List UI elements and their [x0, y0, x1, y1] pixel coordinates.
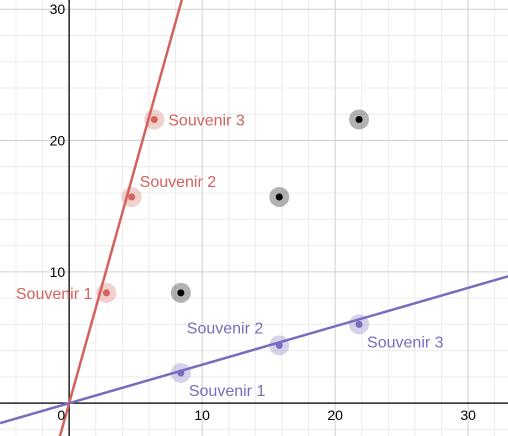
- point-label-red: Souvenir 1: [16, 286, 93, 303]
- line-purple: [0, 275, 508, 425]
- y-tick-label: 20: [50, 133, 66, 149]
- x-tick-label: 30: [460, 407, 476, 423]
- point-red: [102, 289, 110, 297]
- x-tick-label: 0: [57, 407, 65, 423]
- point-label-red: Souvenir 3: [168, 113, 245, 130]
- point-label-red: Souvenir 2: [140, 174, 217, 191]
- y-tick-label: 30: [50, 1, 66, 17]
- point-red: [128, 193, 136, 201]
- point-black: [275, 193, 283, 201]
- point-label-purple: Souvenir 1: [189, 383, 266, 400]
- point-black: [355, 116, 363, 124]
- point-purple: [177, 369, 185, 377]
- point-red: [150, 116, 158, 124]
- point-label-purple: Souvenir 3: [367, 334, 444, 351]
- data-points: Souvenir 1 Souvenir 2 Souvenir 3 Souvenir 1…: [16, 109, 444, 400]
- point-purple: [275, 341, 283, 349]
- x-tick-label: 10: [194, 407, 210, 423]
- point-purple: [355, 320, 363, 328]
- point-black: [177, 289, 185, 297]
- tick-labels: 0 10 20 30 10 20 30: [50, 1, 477, 423]
- x-tick-label: 20: [327, 407, 343, 423]
- point-label-purple: Souvenir 2: [187, 320, 264, 337]
- y-tick-label: 10: [50, 264, 66, 280]
